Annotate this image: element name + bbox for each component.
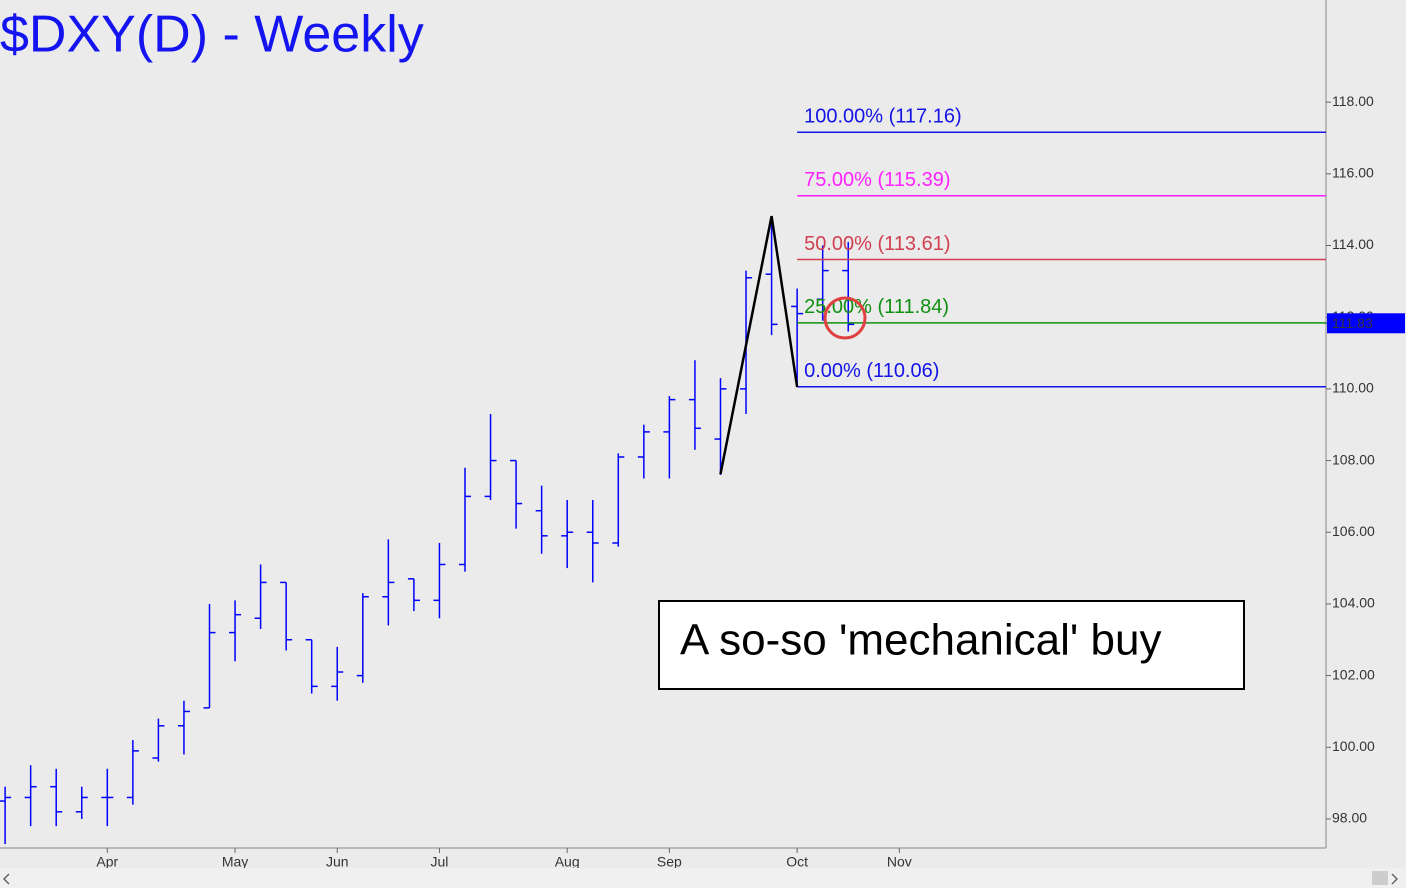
last-price-label: 111.83 bbox=[1332, 315, 1373, 331]
y-tick-label: 116.00 bbox=[1332, 165, 1374, 181]
x-tick-label: Jul bbox=[430, 854, 448, 870]
last-price-box bbox=[1327, 313, 1405, 334]
scroll-left[interactable] bbox=[2, 873, 10, 885]
annotation: A so-so 'mechanical' buy bbox=[680, 616, 1162, 665]
fib-label: 75.00% (115.39) bbox=[804, 169, 950, 191]
y-tick-label: 100.00 bbox=[1332, 738, 1375, 754]
x-tick-label: Aug bbox=[555, 854, 580, 870]
scrollbar[interactable] bbox=[0, 868, 1406, 888]
y-tick-label: 110.00 bbox=[1332, 380, 1374, 396]
x-tick-label: Oct bbox=[786, 854, 808, 870]
fib-label: 25.00% (111.84) bbox=[804, 296, 949, 318]
x-tick-label: Apr bbox=[96, 854, 118, 870]
plot: 98.00 100.00 102.00 104.00 106.00 108.00 110.0… bbox=[0, 93, 1405, 870]
y-tick-label: 114.00 bbox=[1332, 236, 1374, 252]
fib-label: 0.00% (110.06) bbox=[804, 360, 939, 382]
x-tick-label: Jun bbox=[326, 854, 349, 870]
annotation-box bbox=[658, 600, 1245, 690]
y-tick-label: 118.00 bbox=[1332, 93, 1374, 109]
scroll-right[interactable] bbox=[1391, 873, 1399, 885]
scroll-thumb[interactable] bbox=[1372, 871, 1388, 885]
y-tick-label: 104.00 bbox=[1332, 595, 1375, 611]
highlight-circle bbox=[823, 296, 867, 340]
y-tick-label: 108.00 bbox=[1332, 451, 1375, 467]
fib-label: 100.00% (117.16) bbox=[804, 106, 962, 128]
zigzag bbox=[719, 215, 799, 475]
chart-title: $DXY(D) - Weekly bbox=[0, 6, 424, 64]
fib-label: 50.00% (113.61) bbox=[804, 233, 950, 255]
y-tick-label: 102.00 bbox=[1332, 666, 1375, 682]
x-tick-label: Nov bbox=[887, 854, 912, 870]
y-tick-label: 98.00 bbox=[1332, 810, 1367, 826]
x-tick-label: May bbox=[222, 854, 248, 870]
y-tick-label: 106.00 bbox=[1332, 523, 1375, 539]
x-tick-label: Sep bbox=[657, 854, 682, 870]
